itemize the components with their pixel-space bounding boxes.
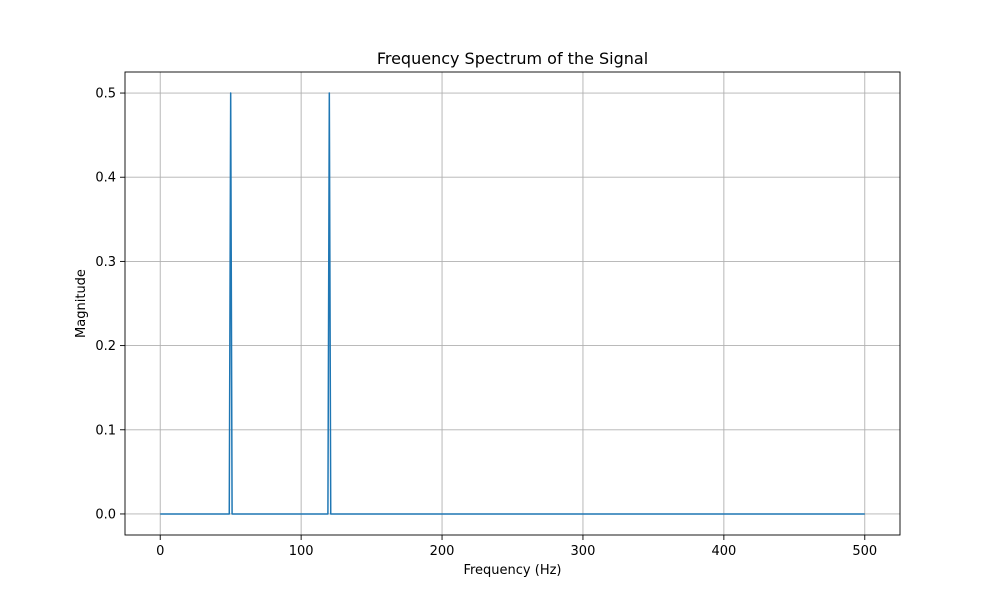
x-tick-label: 0 xyxy=(156,544,164,559)
y-tick-label: 0.0 xyxy=(95,507,116,522)
y-tick-label: 0.5 xyxy=(95,87,116,102)
x-tick-label: 300 xyxy=(571,544,596,559)
y-axis-label: Magnitude xyxy=(74,269,89,338)
ticks-layer: 0 100 200 300 400 500 0.0 0.1 0.2 0.3 0.4 0.5 xyxy=(95,87,877,559)
y-tick-label: 0.2 xyxy=(95,339,116,354)
x-tick-label: 400 xyxy=(711,544,736,559)
x-tick-label: 500 xyxy=(852,544,877,559)
x-tick-label: 200 xyxy=(430,544,455,559)
plot-area-frame xyxy=(124,71,901,536)
y-tick-label: 0.4 xyxy=(95,171,116,186)
series-layer xyxy=(160,92,865,515)
x-tick-label: 100 xyxy=(289,544,314,559)
y-tick-label: 0.3 xyxy=(95,255,116,270)
series-line xyxy=(160,92,865,515)
grid-layer xyxy=(125,72,900,535)
chart-title: Frequency Spectrum of the Signal xyxy=(377,49,648,68)
x-axis-label: Frequency (Hz) xyxy=(463,563,561,578)
y-tick-label: 0.1 xyxy=(95,423,116,438)
